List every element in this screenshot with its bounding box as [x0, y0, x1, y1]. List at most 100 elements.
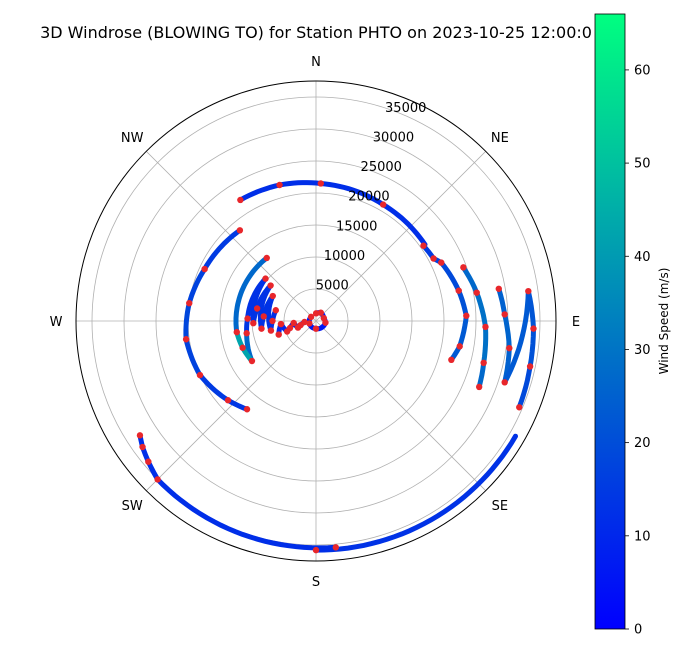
track-segment: [474, 290, 488, 330]
track-segment: [197, 372, 231, 403]
track-segment: [237, 182, 283, 203]
wind-marker: [136, 432, 144, 439]
polar-grid: [76, 81, 556, 561]
wind-marker: [243, 406, 251, 413]
wind-marker: [506, 344, 513, 352]
grid-spoke: [315, 151, 486, 322]
radial-tick-labels: 5000 10000 15000 20000 25000 30000 35000: [316, 101, 427, 293]
chart-title: 3D Windrose (BLOWING TO) for Station PHT…: [40, 23, 592, 42]
wind-marker: [317, 180, 325, 187]
direction-label-se: SE: [492, 499, 508, 514]
direction-label-nw: NW: [121, 131, 144, 146]
wind-marker: [380, 201, 387, 208]
wind-marker: [196, 371, 204, 379]
wind-marker: [332, 544, 340, 551]
grid-spoke: [146, 320, 317, 491]
colorbar-tick-label: 10: [634, 529, 651, 544]
wind-marker: [239, 344, 246, 351]
direction-label-e: E: [572, 315, 580, 330]
colorbar-tick-label: 0: [634, 623, 642, 638]
track-segment: [438, 260, 462, 294]
wind-marker: [237, 196, 244, 204]
track-segment: [457, 313, 469, 349]
wind-marker: [154, 476, 161, 483]
wind-marker: [456, 343, 463, 350]
track-segment: [233, 255, 270, 335]
wind-marker: [312, 325, 320, 332]
track-segment: [496, 286, 508, 317]
wind-marker: [473, 289, 480, 296]
wind-marker: [145, 458, 152, 465]
wind-marker: [236, 227, 244, 234]
wind-marker: [267, 282, 274, 289]
wind-marker: [480, 359, 487, 367]
colorbar-tick-label: 30: [634, 343, 651, 358]
radial-tick-label: 35000: [385, 101, 426, 116]
wind-marker: [233, 328, 240, 336]
wind-marker: [244, 315, 251, 322]
wind-marker: [275, 331, 282, 338]
wind-marker: [277, 320, 285, 328]
colorbar-ticks: 0 10 20 30 40 50 60: [625, 63, 651, 638]
track-segment: [183, 300, 192, 342]
track-segment: [456, 288, 469, 319]
wind-marker: [262, 275, 269, 282]
radial-tick-label: 15000: [336, 219, 377, 234]
track-segment: [481, 324, 489, 366]
wind-marker: [224, 397, 232, 404]
direction-labels: N NE E SE S SW W NW: [50, 55, 581, 590]
direction-label-n: N: [311, 55, 321, 70]
direction-label-s: S: [312, 575, 320, 590]
wind-marker: [267, 327, 275, 334]
direction-label-ne: NE: [491, 131, 509, 146]
polar-frame: [75, 80, 557, 562]
track-segment: [245, 276, 268, 322]
track-segment: [277, 180, 324, 188]
wind-marker: [475, 383, 483, 391]
wind-marker: [294, 324, 302, 331]
colorbar-label: Wind Speed (m/s): [657, 268, 671, 375]
wind-marker: [317, 309, 324, 316]
wind-marker: [516, 404, 523, 411]
wind-marker: [501, 311, 508, 318]
colorbar-tick-label: 40: [634, 250, 651, 265]
colorbar-tick-label: 50: [634, 157, 651, 172]
wind-marker: [526, 363, 534, 370]
colorbar: 0 10 20 30 40 50 60 Wind Speed (m/s): [594, 13, 671, 638]
wind-marker: [243, 330, 250, 337]
wind-marker: [530, 325, 537, 332]
wind-marker: [260, 313, 267, 320]
direction-label-w: W: [50, 315, 63, 330]
wind-marker: [322, 319, 329, 326]
track-segment: [502, 311, 512, 351]
colorbar-tick-label: 20: [634, 436, 651, 451]
colorbar-gradient: [594, 13, 626, 630]
wind-marker: [269, 292, 276, 300]
wind-marker: [306, 320, 313, 327]
track-segment: [225, 397, 250, 412]
wind-marker: [253, 305, 261, 312]
wind-markers: [136, 180, 537, 554]
wind-marker: [186, 299, 193, 307]
track-segment: [202, 227, 243, 272]
wind-marker: [182, 336, 190, 343]
track-segment: [183, 336, 203, 378]
track-segment: [145, 459, 161, 482]
wind-marker: [460, 264, 467, 271]
track-segment: [254, 283, 274, 311]
polar-plot-area: 5000 10000 15000 20000 25000 30000 35000 N NE E S…: [50, 55, 581, 590]
wind-marker: [272, 307, 280, 314]
track-segment: [476, 360, 487, 390]
track-segment: [525, 288, 536, 332]
track-segment: [460, 264, 480, 296]
wind-marker: [276, 181, 283, 189]
track-segment: [380, 202, 428, 248]
wind-marker: [248, 357, 256, 365]
colorbar-tick-label: 60: [634, 63, 651, 78]
grid-spoke: [315, 320, 486, 491]
track-segment: [516, 364, 533, 410]
track-segment: [527, 326, 536, 369]
wind-marker: [438, 259, 445, 266]
radial-tick-label: 10000: [324, 249, 365, 264]
